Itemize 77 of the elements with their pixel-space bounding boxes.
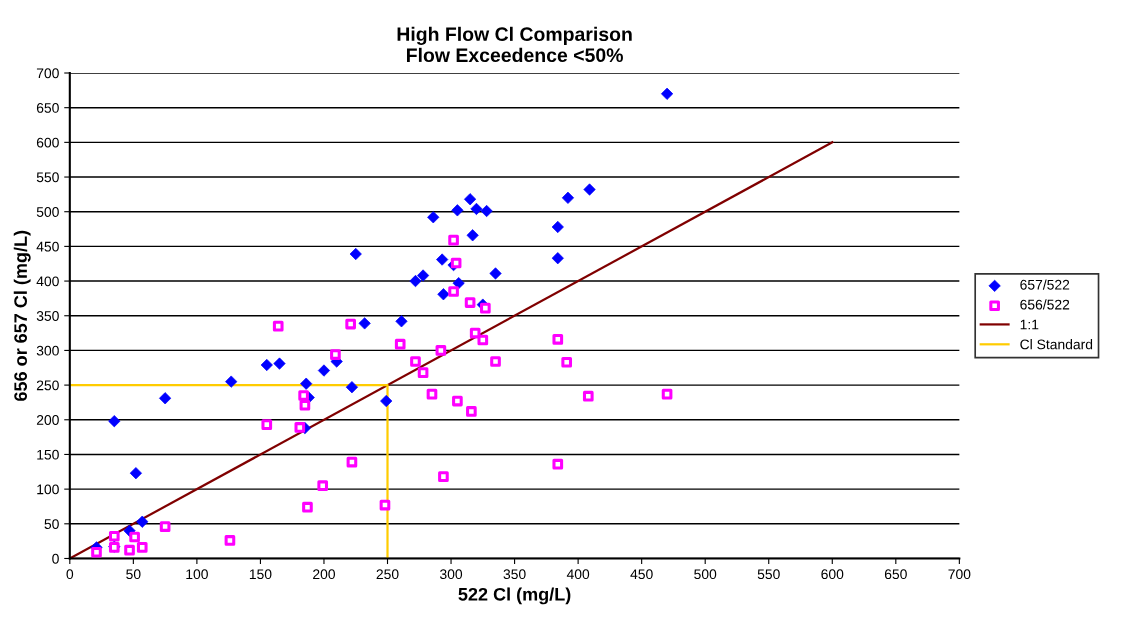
- x-tick-label: 600: [821, 569, 844, 580]
- point: [159, 521, 171, 532]
- x-tick-label: 200: [313, 569, 336, 580]
- point: [224, 535, 236, 546]
- point: [480, 302, 491, 314]
- x-tick-label: 250: [376, 569, 399, 580]
- point: [552, 333, 564, 345]
- point: [452, 395, 463, 407]
- point: [91, 546, 102, 558]
- y-tick-label: 50: [44, 519, 59, 529]
- y-tick-label: 650: [36, 103, 59, 113]
- x-tick-label: 450: [630, 569, 653, 580]
- point: [426, 388, 438, 400]
- x-tick-label: 500: [694, 569, 717, 580]
- point: [561, 356, 573, 368]
- point: [490, 356, 501, 367]
- point: [298, 390, 309, 401]
- point: [438, 471, 449, 482]
- point: [464, 297, 476, 308]
- x-tick-label: 100: [186, 569, 208, 580]
- y-tick-label: 700: [36, 68, 59, 79]
- point: [261, 419, 273, 430]
- x-tick-label: 400: [566, 569, 590, 580]
- point: [448, 286, 459, 297]
- point: [410, 356, 421, 367]
- x-tick-label: 700: [948, 569, 971, 580]
- y-tick-label: 400: [36, 276, 59, 287]
- y-tick-label: 0: [52, 553, 59, 564]
- y-tick-label: 350: [36, 311, 59, 321]
- legend-label: 657/522: [1020, 279, 1070, 290]
- point: [480, 204, 493, 218]
- chart-title: High Flow Cl Comparison Flow Exceedence <50%: [397, 26, 632, 63]
- y-tick-label: 150: [37, 449, 59, 460]
- y-tick-label: 550: [36, 172, 59, 183]
- point: [661, 388, 673, 400]
- x-tick-label: 50: [126, 569, 141, 580]
- point: [330, 349, 341, 360]
- x-tick-label: 300: [439, 569, 463, 580]
- x-tick-label: 0: [66, 569, 74, 580]
- y-tick-label: 200: [36, 415, 59, 425]
- y-tick-label: 450: [36, 241, 59, 252]
- point: [294, 422, 306, 433]
- point: [552, 458, 564, 470]
- x-axis-title: 522 Cl (mg/L): [458, 587, 571, 605]
- y-tick-label: 300: [36, 345, 59, 356]
- point: [345, 318, 356, 330]
- y-tick-label: 600: [36, 137, 59, 148]
- point: [435, 345, 447, 356]
- point: [469, 327, 481, 339]
- x-tick-label: 150: [249, 569, 272, 580]
- x-tick-label: 550: [757, 569, 780, 580]
- point: [466, 406, 477, 417]
- y-axis-title: 656 or 657 Cl (mg/L): [13, 230, 31, 401]
- point: [477, 334, 489, 346]
- legend-label: Cl Standard: [1020, 339, 1093, 350]
- legend-label: 656/522: [1020, 299, 1070, 310]
- point: [379, 499, 391, 511]
- point: [417, 367, 429, 378]
- point: [317, 480, 329, 491]
- point: [582, 390, 594, 402]
- point: [124, 544, 135, 556]
- point: [394, 338, 406, 350]
- x-tick-label: 350: [503, 569, 526, 580]
- point: [299, 399, 311, 411]
- point: [346, 456, 358, 468]
- point: [302, 501, 313, 513]
- y-tick-label: 500: [36, 207, 59, 217]
- x-tick-label: 650: [884, 569, 907, 580]
- legend-label: 1:1: [1020, 319, 1039, 330]
- point: [129, 531, 140, 543]
- y-tick-label: 250: [36, 380, 59, 391]
- y-tick-label: 100: [37, 484, 59, 495]
- point: [272, 320, 284, 332]
- point: [136, 542, 148, 553]
- point: [448, 234, 459, 246]
- point: [108, 530, 120, 542]
- point: [417, 269, 430, 282]
